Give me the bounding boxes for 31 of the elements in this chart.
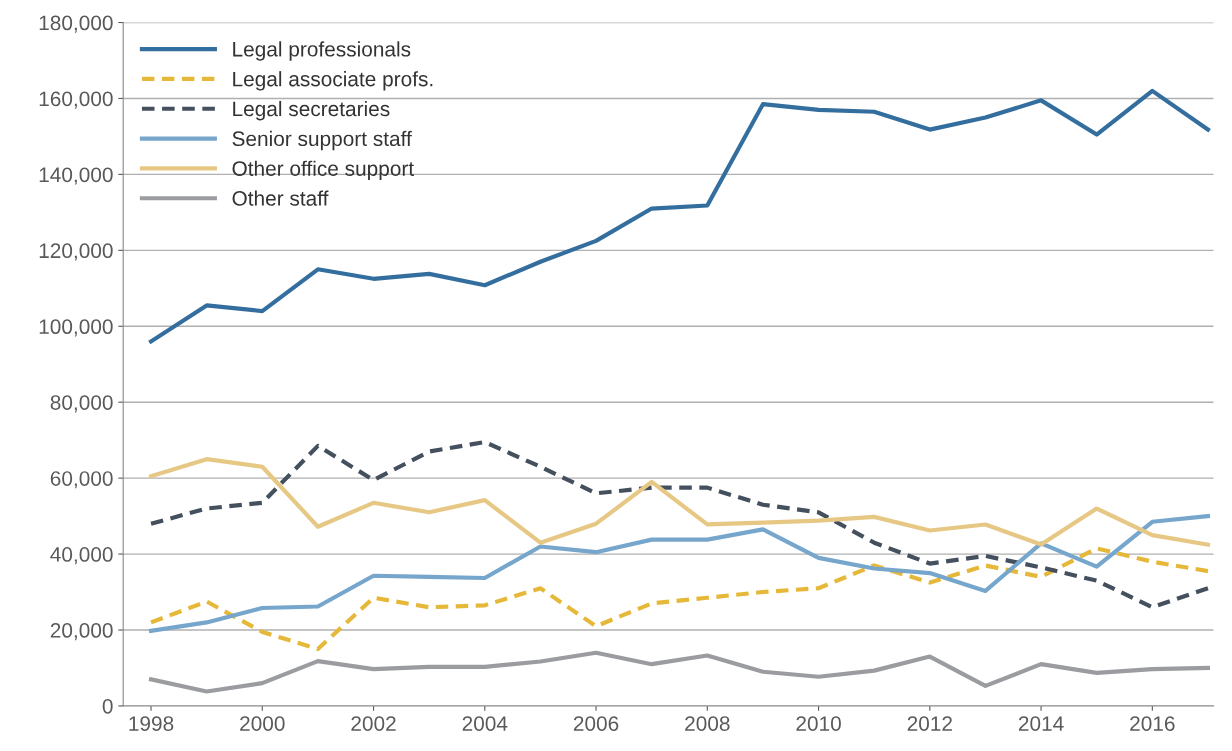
- y-tick-label: 20,000: [50, 623, 113, 641]
- y-tick-label: 40,000: [50, 547, 113, 565]
- y-tick-label: 120,000: [39, 243, 113, 261]
- y-tick-label: 80,000: [50, 395, 113, 413]
- legend-label: Legal professionals: [233, 41, 411, 61]
- line-series: [148, 546, 1211, 652]
- legend-label: Other staff: [232, 190, 329, 206]
- x-tick-label: 2004: [462, 716, 508, 731]
- y-tick-label: 0: [102, 698, 113, 714]
- legend-label: Legal associate profs.: [233, 71, 433, 91]
- line-series: [148, 650, 1211, 694]
- y-tick-label: 160,000: [39, 91, 113, 109]
- line-series: [148, 457, 1211, 547]
- y-tick-label: 60,000: [50, 471, 113, 489]
- y-tick-label: 180,000: [39, 15, 113, 33]
- x-tick-label: 2014: [1018, 716, 1064, 731]
- x-tick-label: 2016: [1130, 716, 1175, 731]
- legend-label: Other office support: [232, 160, 414, 181]
- x-tick-label: 2012: [907, 716, 952, 731]
- x-tick-label: 2002: [351, 716, 396, 731]
- x-tick-label: 2008: [685, 716, 730, 731]
- x-tick-label: 1998: [129, 716, 174, 731]
- x-tick-label: 2010: [796, 716, 841, 731]
- legend-label: Legal secretaries: [233, 100, 390, 121]
- y-tick-label: 100,000: [39, 319, 113, 337]
- line-series: [148, 439, 1211, 610]
- y-tick-label: 140,000: [39, 167, 113, 185]
- line-series: [148, 514, 1211, 633]
- legend-label: Senior support staff: [232, 130, 412, 151]
- x-tick-label: 2006: [573, 716, 619, 731]
- x-tick-label: 2000: [240, 716, 285, 731]
